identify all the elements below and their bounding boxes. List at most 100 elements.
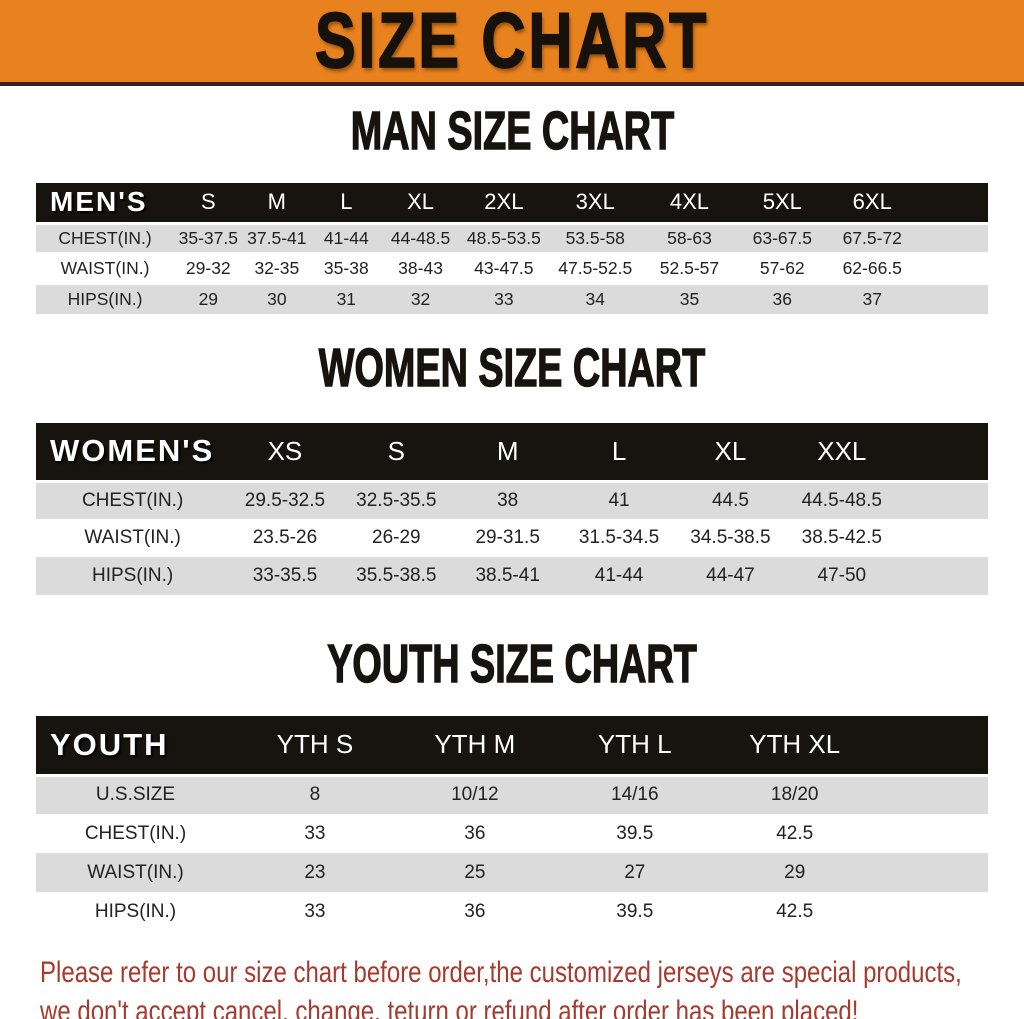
size-table-row: HIPS(IN.) 33 36 39.5 42.5	[36, 892, 988, 931]
size-table-header-row: MEN'S S M L XL 2XL 3XL 4XL 5XL 6XL	[36, 183, 988, 225]
row-spacer	[897, 481, 988, 519]
size-value-cell: 29-31.5	[452, 519, 564, 557]
row-spacer	[916, 285, 988, 314]
size-value-cell: 14/16	[554, 775, 715, 814]
size-value-cell: 38-43	[381, 252, 460, 285]
size-chart-banner: SIZE CHART	[0, 0, 1024, 86]
row-label: WAIST(IN.)	[36, 519, 230, 557]
header-spacer	[897, 423, 988, 483]
size-value-cell: 35-37.5	[174, 223, 243, 252]
size-value-cell: 41-44	[563, 557, 675, 595]
size-column-header: M	[242, 183, 312, 225]
size-column-header: 2XL	[459, 183, 549, 225]
size-value-cell: 34	[548, 285, 643, 314]
size-column-header: XS	[229, 423, 341, 483]
table-corner-label: MEN'S	[36, 183, 175, 225]
row-spacer	[874, 775, 988, 814]
size-value-cell: 32-35	[242, 252, 312, 285]
size-value-cell: 35	[642, 285, 737, 314]
size-value-cell: 35-38	[311, 252, 382, 285]
size-value-cell: 29.5-32.5	[229, 481, 341, 519]
size-column-header: M	[452, 423, 564, 483]
size-value-cell: 63-67.5	[736, 223, 828, 252]
size-column-header: L	[563, 423, 675, 483]
row-spacer	[874, 853, 988, 892]
footer-note: Please refer to our size chart before or…	[0, 953, 1024, 1019]
size-table-header-row: WOMEN'S XS S M L XL XXL	[36, 423, 988, 483]
women-size-chart-heading-text: WOMEN SIZE CHART	[318, 336, 706, 399]
size-table-row: HIPS(IN.) 33-35.5 35.5-38.5 38.5-41 41-44 44-…	[36, 557, 988, 595]
size-value-cell: 31	[311, 285, 382, 314]
size-column-header: S	[340, 423, 452, 483]
size-column-header: S	[174, 183, 243, 225]
size-column-header: 3XL	[548, 183, 643, 225]
row-spacer	[916, 223, 988, 252]
size-value-cell: 47.5-52.5	[548, 252, 643, 285]
size-value-cell: 39.5	[554, 892, 715, 931]
size-table-header-row: YOUTH YTH S YTH M YTH L YTH XL	[36, 716, 988, 777]
size-table-row: HIPS(IN.) 29 30 31 32 33 34 35 36 37	[36, 285, 988, 314]
size-value-cell: 38	[452, 481, 564, 519]
size-value-cell: 67.5-72	[827, 223, 917, 252]
size-value-cell: 58-63	[642, 223, 737, 252]
header-spacer	[916, 183, 988, 225]
row-label: CHEST(IN.)	[36, 223, 175, 252]
size-table-row: WAIST(IN.) 29-32 32-35 35-38 38-43 43-47.5 47.…	[36, 252, 988, 285]
size-value-cell: 41-44	[311, 223, 382, 252]
size-value-cell: 10/12	[394, 775, 555, 814]
youth-size-chart-heading-text: YOUTH SIZE CHART	[327, 632, 698, 694]
size-value-cell: 26-29	[340, 519, 452, 557]
size-value-cell: 44.5-48.5	[786, 481, 898, 519]
size-value-cell: 33-35.5	[229, 557, 341, 595]
size-value-cell: 30	[242, 285, 312, 314]
size-value-cell: 8	[234, 775, 395, 814]
size-column-header: YTH S	[234, 716, 395, 777]
size-value-cell: 32	[381, 285, 460, 314]
size-column-header: YTH M	[394, 716, 555, 777]
header-spacer	[874, 716, 988, 777]
youth-size-table: YOUTH YTH S YTH M YTH L YTH XL U.S.SIZE 8 10/12…	[36, 716, 988, 931]
size-value-cell: 37	[827, 285, 917, 314]
size-column-header: XXL	[786, 423, 898, 483]
size-value-cell: 37.5-41	[242, 223, 312, 252]
size-value-cell: 36	[394, 892, 555, 931]
row-spacer	[897, 519, 988, 557]
size-table-row: CHEST(IN.) 29.5-32.5 32.5-35.5 38 41 44.5 44.5…	[36, 481, 988, 519]
size-table-row: U.S.SIZE 8 10/12 14/16 18/20	[36, 775, 988, 814]
size-column-header: XL	[381, 183, 460, 225]
women-size-chart-heading: WOMEN SIZE CHART	[0, 336, 1024, 405]
man-size-chart-heading: MAN SIZE CHART	[0, 100, 1024, 167]
size-column-header: YTH L	[554, 716, 715, 777]
size-value-cell: 43-47.5	[459, 252, 549, 285]
size-value-cell: 44-48.5	[381, 223, 460, 252]
row-label: HIPS(IN.)	[36, 285, 175, 314]
size-column-header: L	[311, 183, 382, 225]
men-size-table: MEN'S S M L XL 2XL 3XL 4XL 5XL 6XL CHEST(IN.) 35-37…	[36, 183, 988, 314]
man-size-chart-heading-text: MAN SIZE CHART	[350, 99, 674, 161]
women-size-table: WOMEN'S XS S M L XL XXL CHEST(IN.) 29.5-32.5 32.5…	[36, 423, 988, 595]
size-value-cell: 29-32	[174, 252, 243, 285]
row-label: WAIST(IN.)	[36, 252, 175, 285]
size-value-cell: 31.5-34.5	[563, 519, 675, 557]
row-spacer	[897, 557, 988, 595]
size-value-cell: 48.5-53.5	[459, 223, 549, 252]
size-column-header: 4XL	[642, 183, 737, 225]
size-value-cell: 18/20	[714, 775, 875, 814]
size-value-cell: 29	[174, 285, 243, 314]
table-corner-label: WOMEN'S	[36, 423, 230, 483]
size-value-cell: 62-66.5	[827, 252, 917, 285]
row-label: HIPS(IN.)	[36, 557, 230, 595]
size-value-cell: 52.5-57	[642, 252, 737, 285]
size-value-cell: 32.5-35.5	[340, 481, 452, 519]
row-spacer	[874, 892, 988, 931]
size-value-cell: 38.5-41	[452, 557, 564, 595]
size-value-cell: 38.5-42.5	[786, 519, 898, 557]
row-label: WAIST(IN.)	[36, 853, 235, 892]
size-column-header: 5XL	[736, 183, 828, 225]
size-column-header: 6XL	[827, 183, 917, 225]
size-value-cell: 53.5-58	[548, 223, 643, 252]
size-value-cell: 29	[714, 853, 875, 892]
row-label: HIPS(IN.)	[36, 892, 235, 931]
size-value-cell: 57-62	[736, 252, 828, 285]
